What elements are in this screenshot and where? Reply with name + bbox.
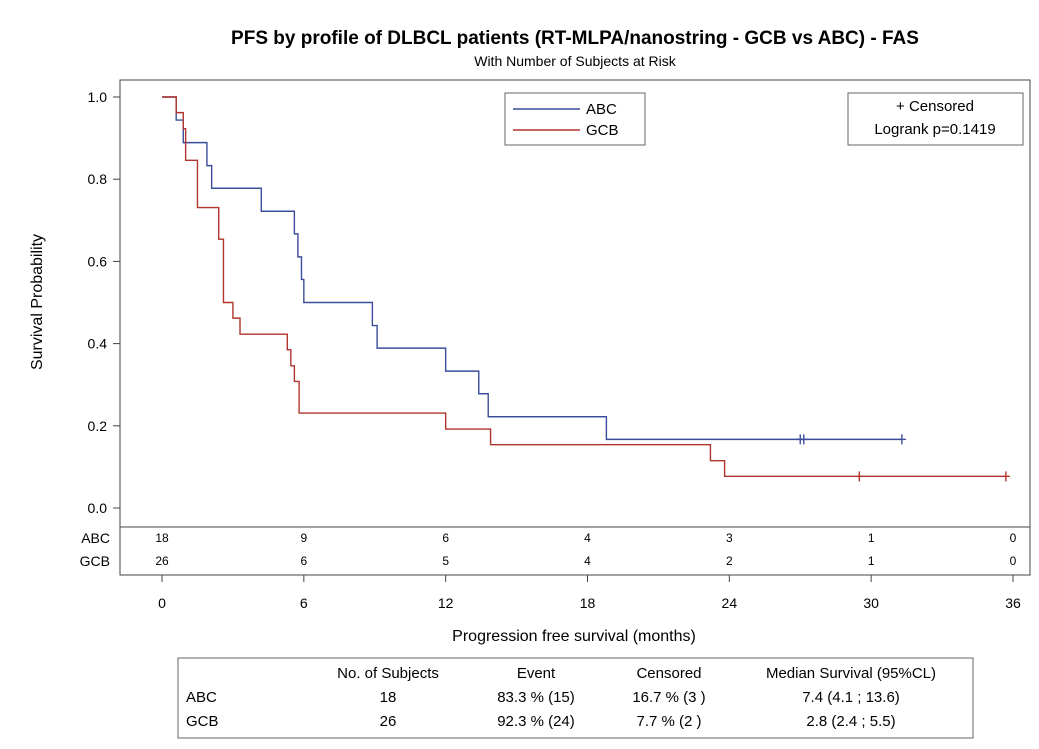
x-tick-label-1: 6 (300, 595, 308, 611)
risk-count-gcb-2: 5 (442, 554, 449, 568)
legend-label-abc: ABC (586, 101, 617, 118)
risk-count-abc-1: 9 (300, 531, 307, 545)
inset-frame (847, 92, 1024, 146)
y-tick-label-1: 0.2 (88, 418, 108, 434)
header-censored: Censored (636, 665, 701, 682)
risk-count-abc-2: 6 (442, 531, 449, 545)
risk-count-gcb-4: 2 (726, 554, 733, 568)
cell-abc-event: 83.3 % (15) (497, 689, 575, 706)
risk-count-gcb-1: 6 (300, 554, 307, 568)
legend-box (504, 92, 646, 146)
chart-title: PFS by profile of DLBCL patients (RT-MLP… (231, 28, 919, 49)
cell-abc-censored: 16.7 % (3 ) (632, 689, 705, 706)
legend: ABC GCB (504, 92, 646, 146)
cell-gcb-median: 2.8 (2.4 ; 5.5) (806, 713, 895, 730)
risk-count-abc-4: 3 (726, 531, 733, 545)
y-axis-ticks: 0.0 0.2 0.4 0.6 0.8 1.0 (88, 89, 120, 516)
x-tick-label-0: 0 (158, 595, 166, 611)
logrank-pvalue: Logrank p=0.1419 (874, 121, 995, 138)
risk-label-abc: ABC (81, 530, 110, 546)
y-tick-label-0: 0.0 (88, 500, 108, 516)
header-event: Event (517, 665, 556, 682)
x-tick-label-4: 24 (722, 595, 738, 611)
x-axis-label: Progression free survival (months) (452, 628, 696, 645)
risk-count-gcb-3: 4 (584, 554, 591, 568)
summary-table: No. of Subjects Event Censored Median Su… (177, 657, 974, 739)
y-tick-label-4: 0.8 (88, 171, 108, 187)
risk-count-abc-0: 18 (155, 531, 169, 545)
y-axis-label: Survival Probability (29, 234, 46, 370)
x-tick-label-5: 30 (863, 595, 879, 611)
x-tick-label-6: 36 (1005, 595, 1021, 611)
chart-subtitle: With Number of Subjects at Risk (474, 53, 677, 69)
cell-gcb-censored: 7.7 % (2 ) (636, 713, 701, 730)
y-tick-label-3: 0.6 (88, 253, 108, 269)
plot-frame (119, 79, 1031, 576)
risk-count-abc-3: 4 (584, 531, 591, 545)
cell-abc-subjects: 18 (380, 689, 397, 706)
inset-box: + Censored Logrank p=0.1419 (847, 92, 1024, 146)
cell-gcb-subjects: 26 (380, 713, 397, 730)
header-median: Median Survival (95%CL) (766, 665, 936, 682)
risk-count-gcb-5: 1 (868, 554, 875, 568)
risk-count-abc-6: 0 (1010, 531, 1017, 545)
cell-abc-median: 7.4 (4.1 ; 13.6) (802, 689, 900, 706)
x-tick-label-3: 18 (580, 595, 596, 611)
censored-note: + Censored (896, 98, 974, 115)
y-tick-label-2: 0.4 (88, 336, 108, 352)
risk-table: ABC 18 9 6 4 3 1 0 GCB 26 6 5 4 2 1 0 (80, 530, 1017, 569)
summary-table-frame (177, 657, 974, 739)
risk-count-gcb-0: 26 (155, 554, 169, 568)
risk-label-gcb: GCB (80, 553, 110, 569)
y-tick-label-5: 1.0 (88, 89, 108, 105)
series-line-abc (162, 96, 902, 441)
header-subjects: No. of Subjects (337, 665, 439, 682)
legend-label-gcb: GCB (586, 122, 619, 139)
risk-count-gcb-6: 0 (1010, 554, 1017, 568)
risk-count-abc-5: 1 (868, 531, 875, 545)
cell-gcb-event: 92.3 % (24) (497, 713, 575, 730)
row-label-abc: ABC (186, 689, 217, 706)
x-axis-ticks: 0 6 12 18 24 30 36 (158, 575, 1021, 611)
x-tick-label-2: 12 (438, 595, 454, 611)
survival-curves (162, 96, 1010, 482)
row-label-gcb: GCB (186, 713, 219, 730)
series-line-gcb (162, 96, 1006, 478)
